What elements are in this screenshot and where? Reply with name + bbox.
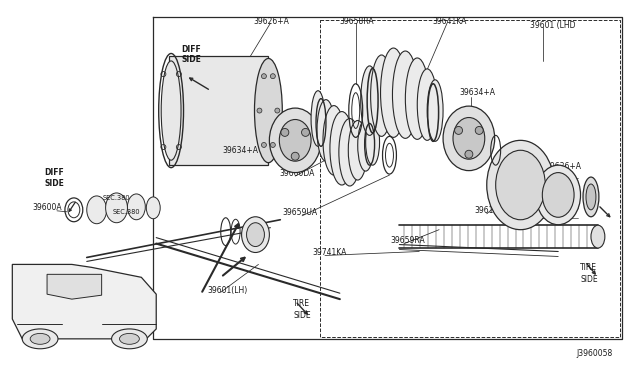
Text: 39659RA: 39659RA [390,236,425,245]
Ellipse shape [405,58,429,140]
Text: DIFF: DIFF [181,45,201,54]
Text: 39741KA: 39741KA [312,248,346,257]
Ellipse shape [317,100,335,161]
Ellipse shape [371,55,392,137]
Ellipse shape [275,108,280,113]
Ellipse shape [495,150,545,220]
Text: SIDE: SIDE [580,275,598,284]
Ellipse shape [281,128,289,137]
Text: 39658UA: 39658UA [374,69,410,78]
Polygon shape [12,264,156,339]
Text: 39626+A: 39626+A [253,17,289,26]
Ellipse shape [262,74,266,78]
Ellipse shape [269,108,321,173]
Text: SEC.380: SEC.380 [102,195,131,201]
Text: 39634+A: 39634+A [459,88,495,97]
Text: DIFF: DIFF [44,168,64,177]
Text: 39658RA: 39658RA [340,17,374,26]
Ellipse shape [311,91,325,146]
Ellipse shape [330,112,354,185]
Text: TIRE: TIRE [293,299,310,308]
Text: 39641KA: 39641KA [432,17,467,26]
Ellipse shape [30,333,50,344]
Ellipse shape [427,80,443,141]
Ellipse shape [120,333,140,344]
Text: SIDE: SIDE [181,55,201,64]
Ellipse shape [279,119,311,161]
Text: TIRE: TIRE [580,263,597,272]
Ellipse shape [348,121,367,180]
Ellipse shape [583,177,599,217]
Text: J3960058: J3960058 [576,349,612,358]
Ellipse shape [392,51,419,138]
Ellipse shape [381,48,406,137]
Bar [169,56,268,165]
Ellipse shape [127,194,145,220]
Ellipse shape [417,69,437,140]
Ellipse shape [87,196,107,224]
Ellipse shape [339,119,361,186]
Ellipse shape [365,119,380,165]
Ellipse shape [358,119,374,171]
Ellipse shape [453,118,484,159]
Polygon shape [47,274,102,299]
Ellipse shape [270,142,275,147]
Ellipse shape [106,193,127,223]
Text: 39659UA: 39659UA [282,208,317,217]
Ellipse shape [22,329,58,349]
Text: SIDE: SIDE [293,311,311,320]
Ellipse shape [465,150,473,158]
Text: 39600A: 39600A [32,203,62,212]
Ellipse shape [361,66,378,135]
Text: 39601 (LHD: 39601 (LHD [531,21,576,30]
Ellipse shape [542,173,574,217]
Text: 39636+A: 39636+A [545,162,581,171]
Ellipse shape [323,106,345,175]
Text: 39600DA: 39600DA [279,169,315,177]
Ellipse shape [536,165,580,225]
Ellipse shape [270,74,275,78]
Ellipse shape [257,108,262,113]
Ellipse shape [291,152,299,160]
Ellipse shape [255,58,282,163]
Text: 39634+A: 39634+A [223,146,259,155]
Ellipse shape [586,184,596,210]
Ellipse shape [161,61,181,160]
Ellipse shape [487,140,554,230]
Ellipse shape [111,329,147,349]
Ellipse shape [476,126,483,134]
Ellipse shape [246,223,264,247]
Ellipse shape [262,142,266,147]
Ellipse shape [301,128,310,137]
Text: SIDE: SIDE [44,179,64,187]
Ellipse shape [443,106,495,171]
Ellipse shape [241,217,269,253]
Ellipse shape [147,197,160,219]
Text: SEC.380: SEC.380 [113,209,140,215]
Ellipse shape [454,126,463,134]
Text: 39611+A: 39611+A [475,206,511,215]
Text: 39601(LH): 39601(LH) [208,286,248,295]
Ellipse shape [591,225,605,248]
